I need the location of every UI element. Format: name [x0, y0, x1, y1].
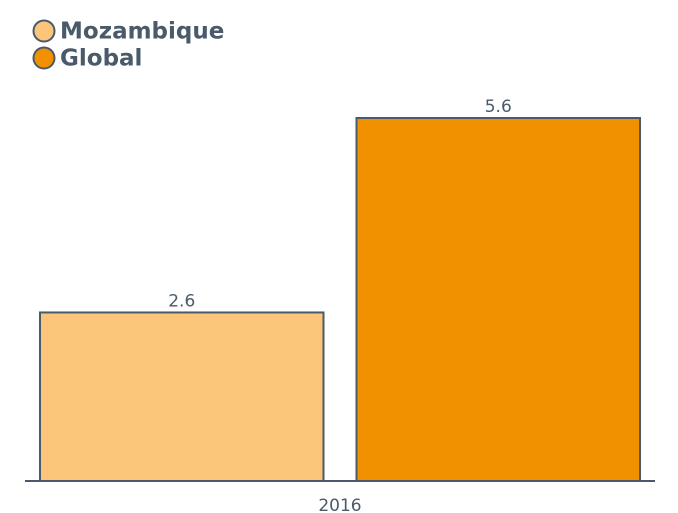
legend-label: Global [60, 46, 142, 72]
value-label: 2.6 [168, 291, 195, 311]
legend-swatch [32, 19, 56, 43]
legend-swatch [32, 46, 56, 70]
bar [39, 311, 325, 483]
bar [355, 117, 641, 482]
legend-label: Mozambique [60, 19, 224, 45]
x-tick-label: 2016 [318, 496, 361, 513]
value-label: 5.6 [485, 97, 512, 117]
